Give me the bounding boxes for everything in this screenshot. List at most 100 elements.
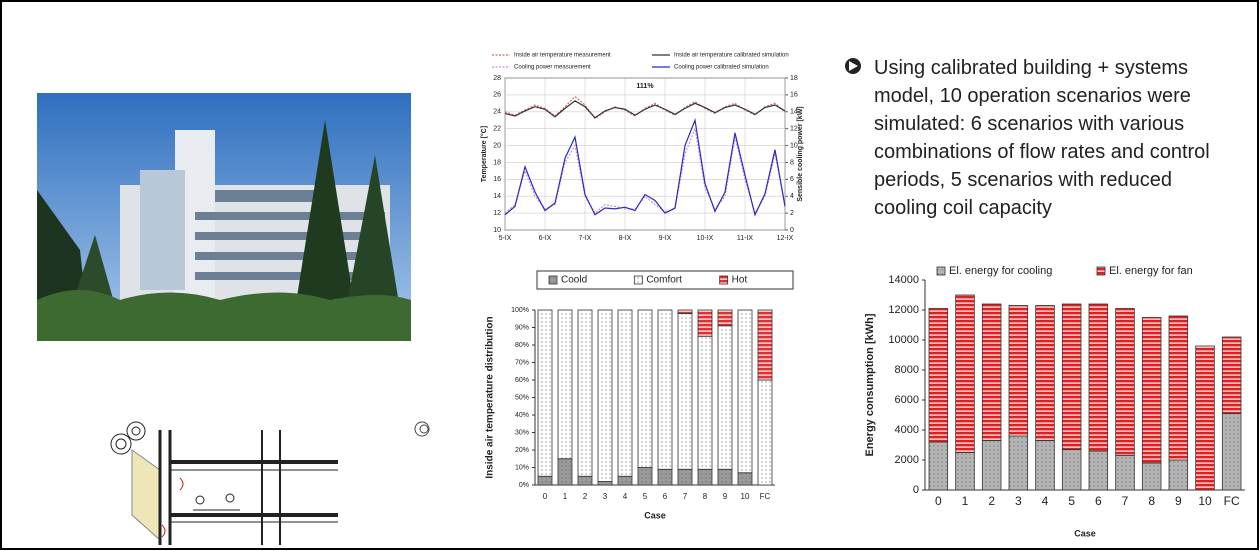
annotation: 111% — [636, 83, 654, 90]
bar-segment — [597, 481, 613, 486]
x-axis-label: Case — [644, 510, 666, 520]
y-tick-label: 14 — [493, 193, 501, 200]
y2-tick-label: 0 — [790, 227, 794, 234]
bar-segment — [1141, 317, 1162, 464]
bar-segment — [1115, 308, 1135, 456]
bar-segment — [697, 335, 713, 470]
bar-segment — [737, 309, 753, 474]
bar-segment — [717, 468, 733, 486]
bar-segment — [955, 452, 975, 491]
section-diagram — [110, 421, 338, 545]
legend-label: Comfort — [646, 275, 682, 286]
legend-box — [536, 270, 794, 290]
x-tick-label: 11-IX — [737, 235, 754, 242]
y-tick-label: 14000 — [888, 274, 919, 286]
x-tick-label: 4 — [1042, 494, 1049, 508]
bar-segment — [1088, 450, 1109, 491]
y-tick-label: 8000 — [895, 364, 919, 376]
y-tick-label: 22 — [493, 126, 501, 133]
bar-segment — [1035, 305, 1055, 441]
bullet-text: Using calibrated building + systems mode… — [874, 57, 1210, 219]
y-axis-label: Inside air temperature distribution — [485, 316, 496, 478]
bar-segment — [637, 309, 653, 468]
y-tick-label: 30% — [515, 429, 529, 436]
y-tick-label: 80% — [515, 342, 529, 349]
y-tick-label: 24 — [493, 109, 501, 116]
bar-segment — [981, 440, 1002, 491]
y2-tick-label: 16 — [790, 92, 798, 99]
bar-segment — [1141, 462, 1162, 491]
x-tick-label: 1 — [962, 494, 969, 508]
bar-segment — [717, 309, 733, 327]
x-tick-label: 2 — [583, 492, 588, 501]
bar-segment — [577, 309, 593, 477]
y-tick-label: 70% — [515, 359, 529, 366]
bar-segment — [697, 309, 713, 337]
legend-swatch — [548, 275, 558, 285]
bar-segment — [1195, 345, 1215, 491]
bar-segment — [928, 441, 949, 491]
legend-label: El. energy for fan — [1109, 265, 1193, 277]
x-tick-label: 10-IX — [697, 235, 714, 242]
y-tick-label: 60% — [515, 377, 529, 384]
y2-tick-label: 8 — [790, 159, 794, 166]
series-line — [504, 100, 786, 119]
y-tick-label: 2000 — [895, 454, 919, 466]
y2-tick-label: 12 — [790, 126, 798, 133]
bar-segment — [1061, 449, 1082, 491]
x-tick-label: 5 — [1068, 494, 1075, 508]
bar-segment — [955, 294, 975, 453]
x-axis-label: Case — [1074, 528, 1096, 538]
x-tick-label: 6-IX — [539, 235, 552, 242]
x-tick-label: 7 — [683, 492, 688, 501]
bar-segment — [677, 313, 693, 470]
y2-tick-label: 18 — [790, 75, 798, 82]
x-tick-label: 9 — [1175, 494, 1182, 508]
y-tick-label: 28 — [493, 75, 501, 82]
bar-segment — [1008, 435, 1029, 491]
legend-label: Cooling power calibrated simulation — [674, 65, 769, 71]
series-line — [504, 117, 786, 217]
bar-segment — [677, 468, 693, 486]
bar-segment — [677, 309, 693, 314]
bar-segment — [557, 309, 573, 460]
y-tick-label: 4000 — [895, 424, 919, 436]
legend-label: Cooling power measurement — [514, 65, 591, 71]
x-tick-label: 1 — [563, 492, 568, 501]
y2-tick-label: 10 — [790, 142, 798, 149]
y-tick-label: 16 — [493, 176, 501, 183]
legend-label: Coold — [561, 275, 587, 286]
bar-segment — [757, 309, 773, 381]
legend-swatch — [719, 275, 729, 285]
y2-tick-label: 2 — [790, 210, 794, 217]
x-tick-label: 9-IX — [659, 235, 672, 242]
y-tick-label: 100% — [511, 307, 529, 314]
legend-label: Inside air temperature calibrated simula… — [674, 53, 789, 59]
y-axis-label: Temperature [°C] — [480, 126, 488, 182]
x-tick-label: 7-IX — [579, 235, 592, 242]
y-tick-label: 20% — [515, 447, 529, 454]
bar-segment — [657, 309, 673, 470]
small-icon — [414, 421, 430, 437]
x-tick-label: 6 — [1095, 494, 1102, 508]
x-tick-label: 10 — [741, 492, 750, 501]
x-tick-label: 3 — [603, 492, 608, 501]
y-tick-label: 12000 — [888, 304, 919, 316]
bar-segment — [928, 308, 949, 443]
y-tick-label: 6000 — [895, 394, 919, 406]
bar-segment — [1221, 413, 1242, 491]
x-tick-label: 9 — [723, 492, 728, 501]
bar-segment — [757, 379, 773, 486]
bar-segment — [1088, 303, 1109, 452]
legend-swatch — [936, 266, 946, 276]
y2-tick-label: 14 — [790, 109, 798, 116]
x-tick-label: 6 — [663, 492, 668, 501]
x-tick-label: 5-IX — [499, 235, 512, 242]
bar-segment — [1168, 459, 1189, 491]
bar-segment — [537, 475, 553, 486]
y-tick-label: 12 — [493, 210, 501, 217]
x-tick-label: 4 — [623, 492, 628, 501]
